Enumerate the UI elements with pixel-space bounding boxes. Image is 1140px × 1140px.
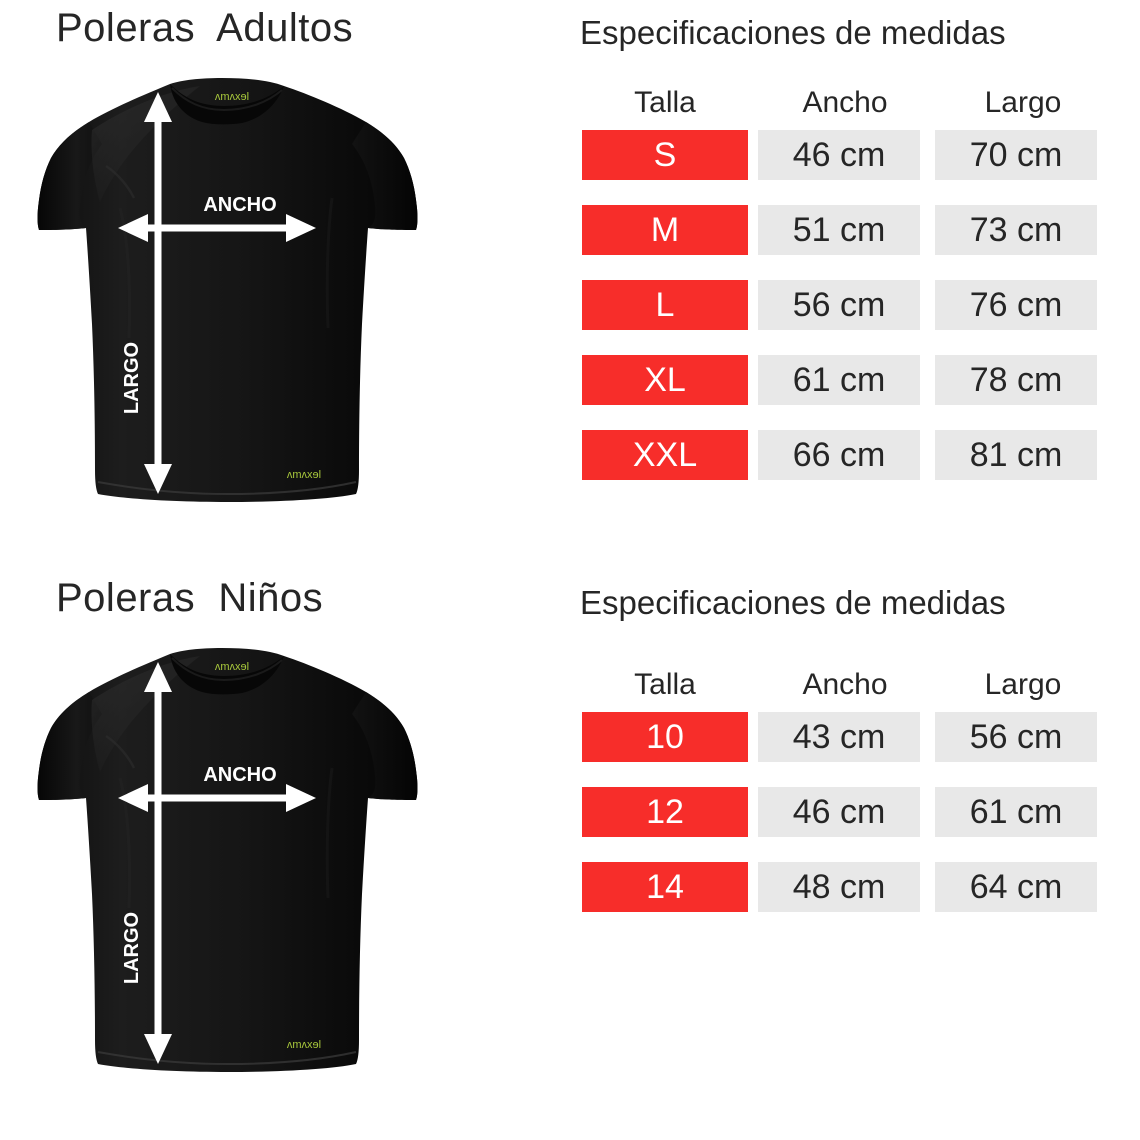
ancho-value: 56 cm (758, 280, 920, 330)
size-badge: S (582, 130, 748, 180)
spec-title-adults: Especificaciones de medidas (580, 14, 1006, 51)
size-badge: XL (582, 355, 748, 405)
ancho-value: 51 cm (758, 205, 920, 255)
page-title-kids: Poleras Niños (56, 576, 324, 620)
width-label: ANCHO (203, 764, 276, 786)
table-header-row: Talla Ancho Largo (560, 668, 1140, 712)
table-row: L 56 cm 76 cm (560, 280, 1140, 355)
table-row: S 46 cm 70 cm (560, 130, 1140, 205)
size-badge: 12 (582, 787, 748, 837)
column-header-talla: Talla (634, 86, 696, 119)
ancho-value: 43 cm (758, 712, 920, 762)
largo-value: 61 cm (935, 787, 1097, 837)
table-header-row: Talla Ancho Largo (560, 86, 1140, 130)
largo-value: 56 cm (935, 712, 1097, 762)
table-row: 14 48 cm 64 cm (560, 862, 1140, 937)
largo-value: 64 cm (935, 862, 1097, 912)
table-row: M 51 cm 73 cm (560, 205, 1140, 280)
largo-value: 70 cm (935, 130, 1097, 180)
size-badge: L (582, 280, 748, 330)
ancho-value: 66 cm (758, 430, 920, 480)
size-badge: M (582, 205, 748, 255)
collar-logo-text: ʌmʌxɘl (215, 91, 249, 103)
table-row: 10 43 cm 56 cm (560, 712, 1140, 787)
kids-illustration-column: Poleras Niños ʌmʌxɘl ʌmʌxɘl (0, 570, 560, 1140)
spec-title-kids: Especificaciones de medidas (580, 584, 1006, 621)
table-row: XL 61 cm 78 cm (560, 355, 1140, 430)
length-arrow-icon (144, 662, 172, 1064)
section-adults: Poleras Adultos (0, 0, 1140, 570)
column-header-ancho: Ancho (802, 668, 888, 701)
adults-table-column: Especificaciones de medidas Talla Ancho … (560, 0, 1140, 570)
column-header-largo: Largo (984, 668, 1062, 701)
size-badge: XXL (582, 430, 748, 480)
largo-value: 73 cm (935, 205, 1097, 255)
collar-logo-text: ʌmʌxɘl (215, 661, 249, 673)
tshirt-graphic: ʌmʌxɘl ʌmʌxɘl (37, 78, 418, 502)
size-table-adults: Talla Ancho Largo S 46 cm 70 cm M 51 cm … (560, 86, 1140, 505)
ancho-value: 46 cm (758, 130, 920, 180)
largo-value: 76 cm (935, 280, 1097, 330)
width-label: ANCHO (203, 194, 276, 216)
length-arrow-icon (144, 92, 172, 494)
ancho-value: 46 cm (758, 787, 920, 837)
hem-logo-text: ʌmʌxɘl (287, 469, 321, 481)
size-badge: 10 (582, 712, 748, 762)
tshirt-illustration-adults: ʌmʌxɘl ʌmʌxɘl (32, 78, 432, 508)
page-title-adults: Poleras Adultos (56, 6, 354, 50)
adults-illustration-column: Poleras Adultos (0, 0, 560, 570)
column-header-ancho: Ancho (802, 86, 888, 119)
tshirt-illustration-kids: ʌmʌxɘl ʌmʌxɘl ANCHO LARGO (32, 648, 432, 1078)
ancho-value: 61 cm (758, 355, 920, 405)
largo-value: 81 cm (935, 430, 1097, 480)
length-label: LARGO (121, 912, 143, 984)
largo-value: 78 cm (935, 355, 1097, 405)
ancho-value: 48 cm (758, 862, 920, 912)
kids-table-column: Especificaciones de medidas Talla Ancho … (560, 570, 1140, 1140)
tshirt-graphic: ʌmʌxɘl ʌmʌxɘl ANCHO LARGO (37, 648, 418, 1072)
size-badge: 14 (582, 862, 748, 912)
section-kids: Poleras Niños ʌmʌxɘl ʌmʌxɘl (0, 570, 1140, 1140)
column-header-talla: Talla (634, 668, 696, 701)
column-header-largo: Largo (984, 86, 1062, 119)
width-arrow-icon (118, 214, 316, 242)
table-row: XXL 66 cm 81 cm (560, 430, 1140, 505)
table-row: 12 46 cm 61 cm (560, 787, 1140, 862)
size-table-kids: Talla Ancho Largo 10 43 cm 56 cm 12 46 c… (560, 668, 1140, 937)
width-arrow-icon (118, 784, 316, 812)
length-label: LARGO (121, 342, 143, 414)
hem-logo-text: ʌmʌxɘl (287, 1039, 321, 1051)
